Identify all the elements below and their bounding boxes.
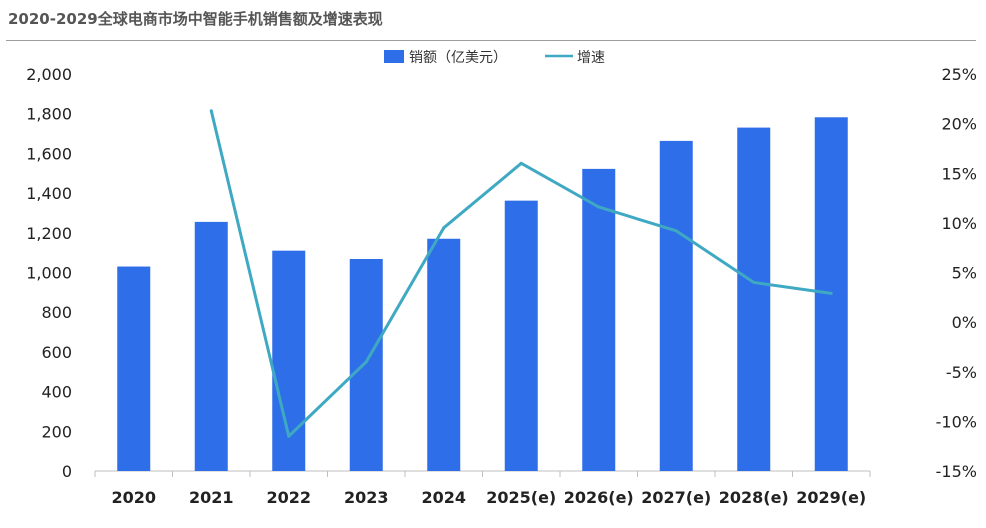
x-category-label: 2021 (189, 488, 234, 507)
bar-2028(e) (737, 127, 771, 471)
bar-2025(e) (504, 200, 538, 471)
y-right-tick-label: 20% (941, 115, 977, 134)
y-right-tick-label: 10% (941, 214, 977, 233)
bar-2023 (349, 259, 383, 471)
growth-point-2025(e) (519, 161, 523, 165)
bar-2027(e) (659, 140, 693, 471)
bar-2020 (117, 266, 151, 471)
bar-2024 (427, 238, 461, 471)
y-left-tick-label: 200 (41, 422, 72, 441)
y-right-tick-label: 25% (941, 65, 977, 84)
growth-point-2027(e) (674, 229, 678, 233)
legend-line-label: 增速 (577, 50, 605, 66)
y-left-tick-label: 400 (41, 383, 72, 402)
x-category-label: 2029(e) (796, 488, 866, 507)
chart-title: 2020-2029全球电商市场中智能手机销售额及增速表现 (8, 10, 383, 28)
x-category-label: 2028(e) (719, 488, 789, 507)
y-left-tick-label: 600 (41, 343, 72, 362)
growth-point-2026(e) (597, 205, 601, 209)
bar-2026(e) (582, 168, 616, 471)
x-category-label: 2024 (421, 488, 466, 507)
x-category-label: 2022 (266, 488, 311, 507)
growth-point-2028(e) (752, 280, 756, 284)
legend-bar-label: 销额（亿美元） (409, 50, 507, 66)
growth-point-2023 (364, 360, 368, 364)
y-left-tick-label: 1,800 (26, 105, 72, 124)
y-left-tick-label: 1,200 (26, 224, 72, 243)
bar-2021 (194, 221, 228, 471)
bar-2022 (272, 250, 306, 471)
y-left-tick-label: 1,400 (26, 184, 72, 203)
y-left-tick-label: 1,000 (26, 264, 72, 283)
y-right-tick-label: 15% (941, 164, 977, 183)
y-right-tick-label: 0% (952, 313, 977, 332)
x-category-label: 2023 (344, 488, 389, 507)
y-right-tick-label: -5% (946, 363, 977, 382)
y-right-tick-label: 5% (952, 264, 977, 283)
growth-point-2024 (442, 226, 446, 230)
x-category-label: 2025(e) (486, 488, 556, 507)
growth-point-2022 (287, 434, 291, 438)
y-right-tick-label: -10% (936, 412, 977, 431)
y-right-tick-label: -15% (936, 462, 977, 481)
growth-point-2021 (209, 109, 213, 113)
y-left-tick-label: 2,000 (26, 65, 72, 84)
legend: 销额（亿美元） 增速 (384, 50, 605, 66)
legend-bar-swatch (384, 50, 404, 63)
x-category-label: 2027(e) (641, 488, 711, 507)
x-category-label: 2026(e) (564, 488, 634, 507)
title-divider (6, 40, 976, 41)
y-left-tick-label: 0 (62, 462, 72, 481)
x-category-label: 2020 (111, 488, 156, 507)
growth-point-2029(e) (829, 291, 833, 295)
y-left-tick-label: 800 (41, 303, 72, 322)
y-left-tick-label: 1,600 (26, 144, 72, 163)
